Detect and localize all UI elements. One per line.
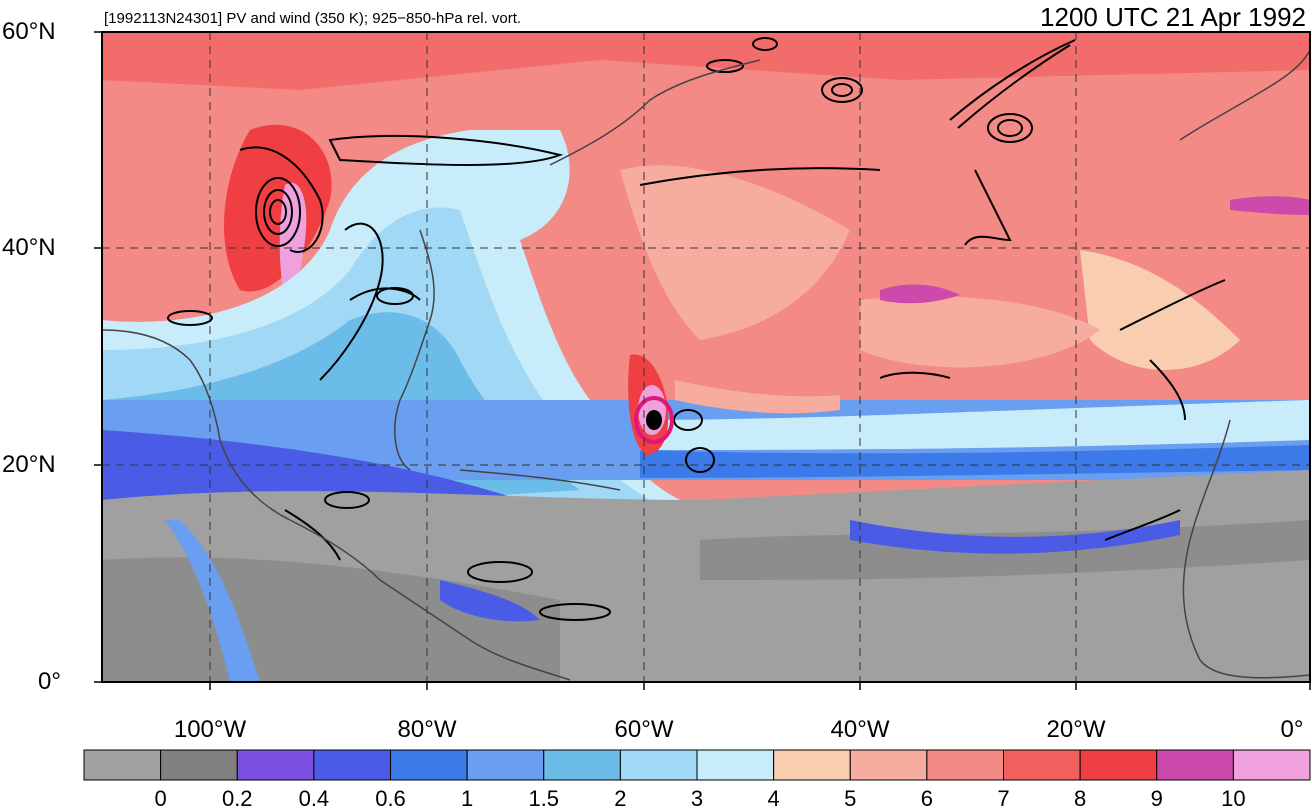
colorbar-label: 3 bbox=[690, 786, 704, 811]
colorbar-swatch bbox=[849, 749, 928, 781]
colorbar-label: 9 bbox=[1150, 786, 1163, 811]
colorbar-label: 7 bbox=[997, 786, 1010, 811]
valid-time: 1200 UTC 21 Apr 1992 bbox=[1040, 2, 1306, 32]
colorbar bbox=[83, 749, 1311, 781]
colorbar-label: 0.4 bbox=[298, 786, 330, 811]
colorbar-swatch bbox=[160, 749, 238, 781]
lat-label-60n: 60°N bbox=[2, 18, 56, 45]
lon-label-20w: 20°W bbox=[1046, 716, 1106, 743]
colorbar-swatch bbox=[543, 749, 621, 781]
colorbar-swatch bbox=[619, 749, 698, 781]
colorbar-swatch bbox=[390, 749, 468, 781]
graticule bbox=[102, 32, 1310, 682]
coastlines bbox=[102, 49, 1310, 681]
colorbar-swatch bbox=[466, 749, 545, 781]
colorbar-label: 4 bbox=[767, 786, 780, 811]
lat-ticks bbox=[94, 31, 102, 683]
colorbar-label: 0.2 bbox=[221, 786, 253, 811]
colorbar-swatch bbox=[1003, 749, 1081, 781]
lon-label-60w: 60°W bbox=[614, 716, 674, 743]
map-title: [1992113N24301] PV and wind (350 K); 925… bbox=[104, 10, 522, 27]
lon-label-0: 0° bbox=[1280, 716, 1304, 743]
lat-label-40n: 40°N bbox=[2, 234, 56, 261]
colorbar-swatch bbox=[1156, 749, 1234, 781]
colorbar-swatch bbox=[313, 749, 391, 781]
storm-marker bbox=[634, 396, 674, 444]
pv-field bbox=[102, 32, 1310, 682]
colorbar-swatch bbox=[696, 749, 775, 781]
colorbar-label: 0 bbox=[154, 786, 167, 811]
colorbar-swatch bbox=[236, 749, 315, 781]
colorbar-swatch bbox=[83, 749, 162, 781]
colorbar-label: 2 bbox=[614, 786, 627, 811]
colorbar-swatch bbox=[926, 749, 1004, 781]
colorbar-swatch bbox=[1079, 749, 1158, 781]
lon-label-40w: 40°W bbox=[830, 716, 890, 743]
lat-label-0: 0° bbox=[38, 668, 61, 695]
colorbar-label: 1.5 bbox=[528, 786, 560, 811]
lat-label-20n: 20°N bbox=[2, 451, 56, 478]
colorbar-label: 1 bbox=[461, 786, 474, 811]
colorbar-label: 10 bbox=[1221, 786, 1246, 811]
colorbar-label: 6 bbox=[920, 786, 933, 811]
colorbar-swatch bbox=[1232, 749, 1311, 781]
colorbar-swatch bbox=[773, 749, 851, 781]
lon-label-80w: 80°W bbox=[397, 716, 457, 743]
colorbar-label: 8 bbox=[1074, 786, 1087, 811]
lon-label-100w: 100°W bbox=[173, 716, 247, 743]
colorbar-label: 5 bbox=[844, 786, 857, 811]
vorticity-contours bbox=[167, 37, 1226, 621]
colorbar-label: 0.6 bbox=[375, 786, 406, 811]
map-frame bbox=[101, 31, 1311, 683]
lon-ticks bbox=[209, 682, 1311, 690]
